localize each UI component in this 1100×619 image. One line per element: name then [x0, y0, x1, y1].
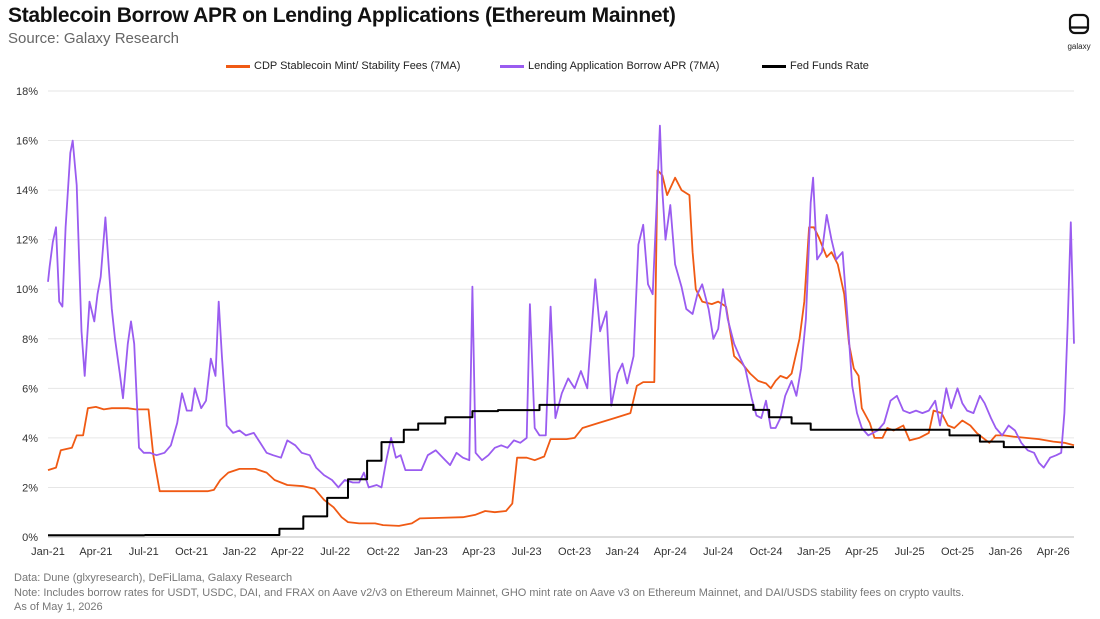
note-as-of-date: As of May 1, 2026: [14, 601, 103, 613]
lending-borrow-apr-line: [47, 124, 1075, 489]
chart-title: Stablecoin Borrow APR on Lending Applica…: [8, 4, 676, 27]
y-tick-label: 2%: [22, 482, 38, 494]
x-tick-label: Jul-24: [703, 546, 733, 558]
x-tick-label: Jul-23: [512, 546, 542, 558]
cdp-fees-line: [47, 169, 1075, 527]
y-tick-label: 18%: [16, 86, 38, 98]
note-methodology: Note: Includes borrow rates for USDT, US…: [14, 586, 965, 599]
x-tick-label: Oct-24: [750, 546, 783, 558]
x-tick-label: Oct-25: [941, 546, 974, 558]
legend-item-fed: Fed Funds Rate: [762, 60, 869, 72]
y-axis-ticks: 0% 2% 4% 6% 8% 10% 12% 14% 16% 18%: [16, 86, 38, 544]
fed-funds-rate-line: [48, 403, 1074, 537]
x-tick-label: Jan-25: [797, 546, 831, 558]
x-tick-label: Apr-25: [845, 546, 878, 558]
x-axis-ticks: Jan-21 Apr-21 Jul-21 Oct-21 Jan-22 Apr-22 Jul-…: [31, 546, 1070, 558]
legend-swatch-cdp: [226, 64, 250, 68]
legend-label-lending: Lending Application Borrow APR (7MA): [528, 60, 720, 72]
x-tick-label: Jan-26: [989, 546, 1023, 558]
x-tick-label: Oct-21: [175, 546, 208, 558]
galaxy-logo-icon: [1068, 13, 1090, 35]
x-tick-label: Apr-26: [1037, 546, 1070, 558]
chart-legend: CDP Stablecoin Mint/ Stability Fees (7MA…: [0, 60, 1100, 78]
x-tick-label: Oct-23: [558, 546, 591, 558]
legend-item-cdp: CDP Stablecoin Mint/ Stability Fees (7MA…: [226, 60, 460, 72]
x-tick-label: Apr-21: [79, 546, 112, 558]
legend-swatch-lending: [500, 64, 524, 68]
x-tick-label: Apr-23: [462, 546, 495, 558]
y-tick-label: 14%: [16, 185, 38, 197]
legend-label-cdp: CDP Stablecoin Mint/ Stability Fees (7MA…: [254, 60, 461, 72]
y-tick-label: 8%: [22, 334, 38, 346]
x-tick-label: Jan-22: [223, 546, 257, 558]
chart-subtitle: Source: Galaxy Research: [8, 30, 179, 47]
x-tick-label: Apr-24: [654, 546, 687, 558]
chart-notes: Data: Dune (glxyresearch), DeFiLlama, Ga…: [14, 571, 964, 615]
y-tick-label: 10%: [16, 284, 38, 296]
x-tick-label: Jan-23: [414, 546, 448, 558]
legend-item-lending: Lending Application Borrow APR (7MA): [500, 60, 719, 72]
y-tick-label: 6%: [22, 383, 38, 395]
galaxy-logo-text: galaxy: [1067, 42, 1091, 51]
legend-label-fed: Fed Funds Rate: [790, 60, 869, 72]
y-tick-label: 0%: [22, 532, 38, 544]
x-tick-label: Jul-21: [129, 546, 159, 558]
galaxy-logo: galaxy: [1062, 12, 1096, 51]
y-tick-label: 16%: [16, 136, 38, 148]
x-tick-label: Apr-22: [271, 546, 304, 558]
series-lines: [47, 124, 1075, 537]
y-tick-label: 12%: [16, 235, 38, 247]
x-tick-label: Oct-22: [367, 546, 400, 558]
note-data-source: Data: Dune (glxyresearch), DeFiLlama, Ga…: [14, 572, 293, 584]
x-tick-label: Jan-21: [31, 546, 65, 558]
x-tick-label: Jan-24: [606, 546, 640, 558]
gridlines: [48, 90, 1074, 538]
y-tick-label: 4%: [22, 433, 38, 445]
x-tick-label: Jul-22: [320, 546, 350, 558]
legend-swatch-fed: [762, 64, 786, 68]
x-tick-label: Jul-25: [895, 546, 925, 558]
